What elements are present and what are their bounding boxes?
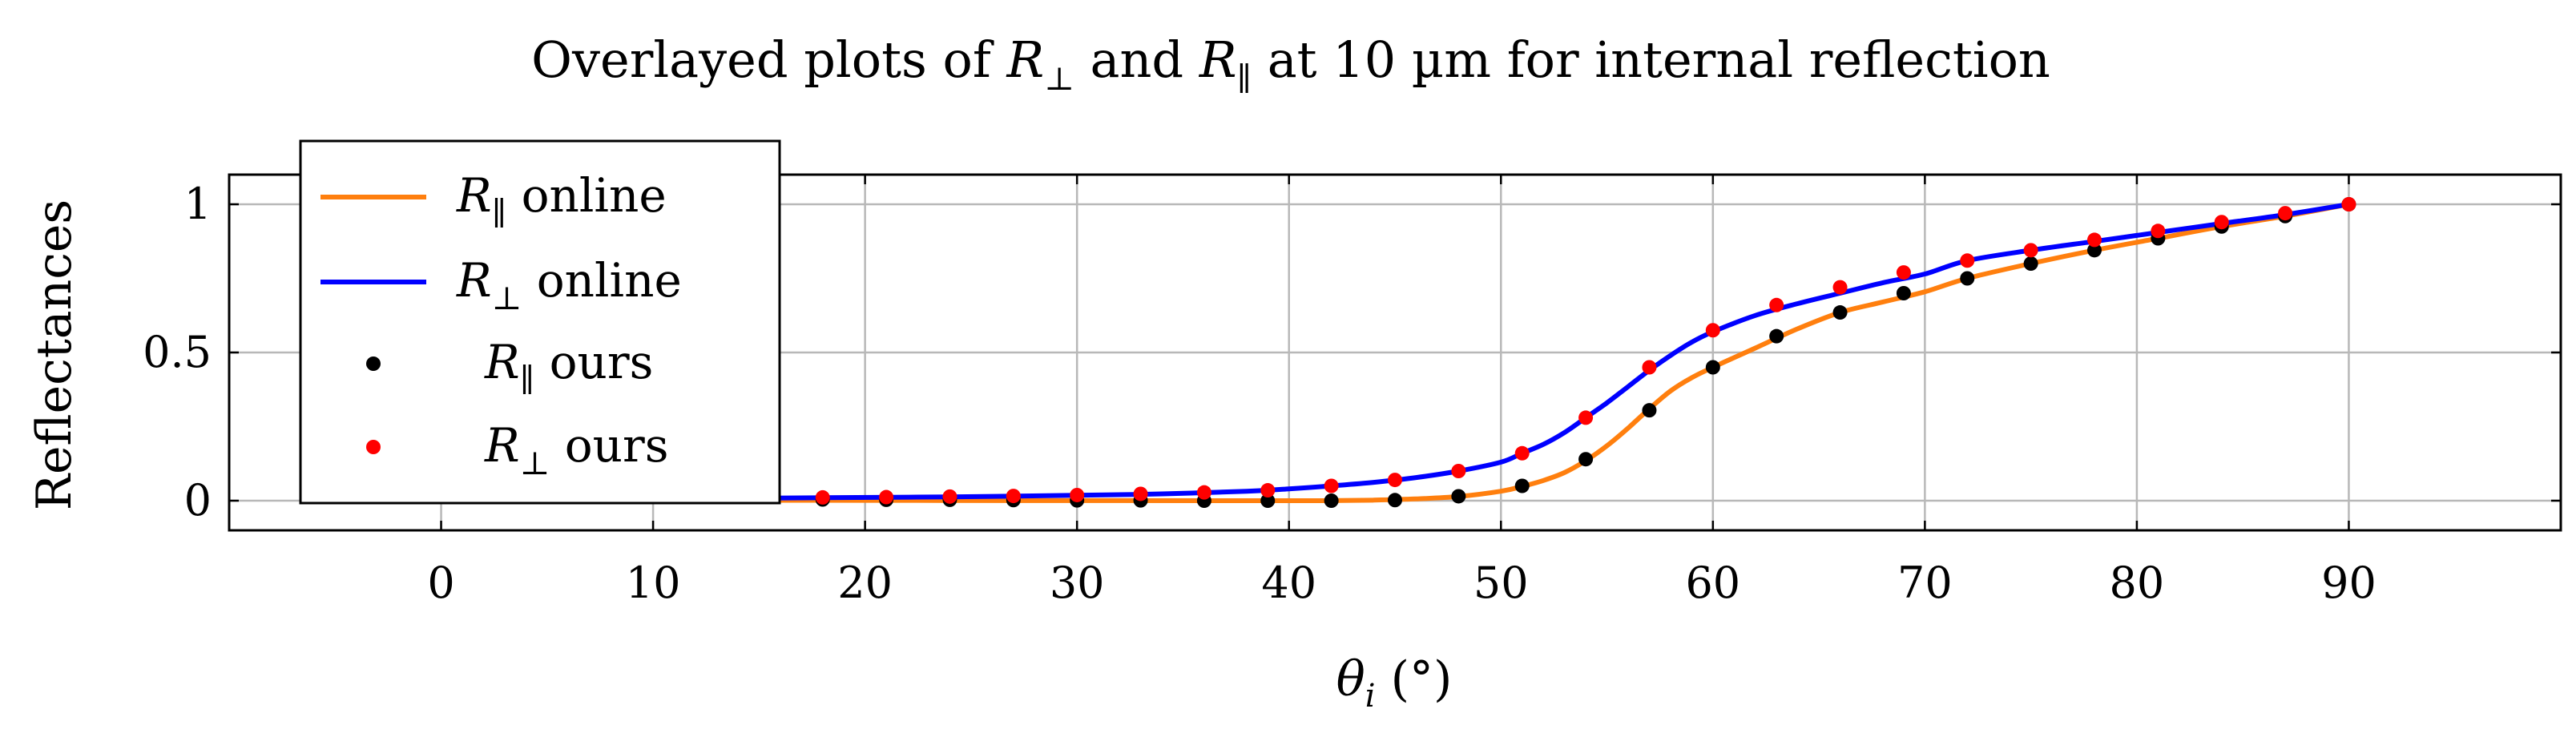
y-tick-label: 1 xyxy=(184,179,212,229)
legend-entry-perp-ours: R⊥ ours xyxy=(366,418,669,482)
y-tick-label: 0.5 xyxy=(143,327,212,377)
legend-box xyxy=(299,139,781,505)
data-point-perp-ours xyxy=(2341,197,2356,211)
y-tick-labels: 00.51 xyxy=(143,179,212,526)
data-point-par-ours xyxy=(2023,256,2038,271)
data-point-perp-ours xyxy=(1896,265,1911,280)
data-point-par-ours xyxy=(1769,328,1784,344)
data-point-perp-ours xyxy=(1260,483,1276,498)
data-point-par-ours xyxy=(2087,243,2102,258)
data-point-perp-ours xyxy=(1451,464,1466,478)
data-point-perp-ours xyxy=(1642,360,1657,375)
series-line-par-online xyxy=(438,202,2352,504)
data-point-perp-ours xyxy=(1578,410,1594,425)
legend-swatch-marker xyxy=(366,440,381,454)
legend-swatch-marker xyxy=(366,356,381,371)
data-point-par-ours xyxy=(1705,360,1720,375)
x-tick-label: 0 xyxy=(427,558,454,608)
x-tick-label: 30 xyxy=(1050,558,1105,608)
legend-entry-perp-online: R⊥ online xyxy=(320,253,682,317)
data-point-perp-ours xyxy=(1769,297,1784,312)
legend-label: R⊥ ours xyxy=(484,418,669,482)
x-tick-labels: 0 10 20 30 40 50 60 70 80 90 xyxy=(427,558,2376,608)
data-point-perp-ours xyxy=(1006,489,1021,504)
data-point-perp-ours xyxy=(1388,473,1402,488)
y-axis-label: Reflectances xyxy=(26,199,83,510)
x-tick-label: 90 xyxy=(2321,558,2376,608)
x-tick-label: 40 xyxy=(1261,558,1316,608)
series-layer xyxy=(438,197,2356,508)
data-point-perp-ours xyxy=(1705,323,1720,338)
legend: R∥ online R⊥ online R∥ ours R⊥ ours xyxy=(299,139,781,505)
data-point-par-ours xyxy=(1960,271,1975,286)
data-point-par-ours xyxy=(1451,489,1466,504)
data-point-par-ours xyxy=(1578,452,1594,467)
legend-entry-par-online: R∥ online xyxy=(320,168,667,232)
y-tick-label: 0 xyxy=(184,475,212,526)
data-point-perp-ours xyxy=(2087,232,2102,248)
data-point-perp-ours xyxy=(1960,253,1975,268)
data-point-perp-ours xyxy=(1133,486,1148,501)
x-tick-label: 80 xyxy=(2110,558,2165,608)
data-point-perp-ours xyxy=(942,489,957,504)
x-tick-label: 60 xyxy=(1685,558,1740,608)
data-point-par-ours xyxy=(1832,305,1848,320)
chart-title: Overlayed plots of R⊥ and R∥ at 10 µm fo… xyxy=(531,30,2050,98)
data-point-perp-ours xyxy=(1070,487,1085,502)
legend-label: R∥ online xyxy=(456,168,667,232)
data-point-par-ours xyxy=(1324,493,1339,508)
x-axis-label: θi (°) xyxy=(1336,651,1453,715)
data-point-par-ours xyxy=(1896,286,1911,300)
data-point-perp-ours xyxy=(1196,485,1211,500)
legend-entry-par-ours: R∥ ours xyxy=(366,335,653,399)
data-point-par-ours xyxy=(1388,493,1402,508)
data-point-perp-ours xyxy=(1514,445,1530,461)
x-tick-label: 10 xyxy=(626,558,681,608)
data-point-perp-ours xyxy=(2278,206,2293,221)
data-point-perp-ours xyxy=(879,489,894,505)
legend-label: R⊥ online xyxy=(456,253,682,317)
x-tick-label: 50 xyxy=(1473,558,1529,608)
data-point-perp-ours xyxy=(815,489,830,505)
data-point-perp-ours xyxy=(2023,243,2038,258)
data-point-perp-ours xyxy=(1324,478,1339,493)
data-point-perp-ours xyxy=(2214,215,2229,230)
x-tick-label: 70 xyxy=(1897,558,1953,608)
data-point-par-ours xyxy=(1514,478,1530,493)
data-point-par-ours xyxy=(1260,493,1276,508)
x-tick-label: 20 xyxy=(837,558,893,608)
data-point-perp-ours xyxy=(1832,280,1848,295)
data-point-par-ours xyxy=(1642,403,1657,418)
data-point-perp-ours xyxy=(2151,224,2166,239)
legend-label: R∥ ours xyxy=(484,335,653,399)
